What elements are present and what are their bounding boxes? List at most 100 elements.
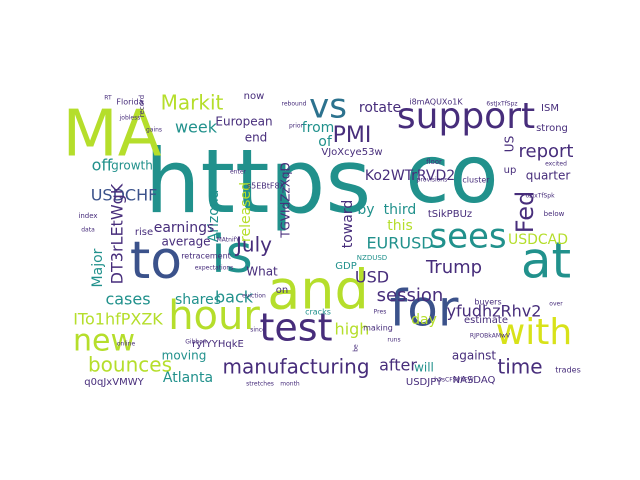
word-rise: rise [135,227,153,238]
word-florida: Florida [116,98,143,107]
word-vjoxcye53w: VJoXcye53w [321,147,382,158]
word-sees: sees [429,217,506,257]
word-vs: vs [309,87,347,127]
word-nzdusd: NZDUSD [357,254,387,262]
word-expectations: expectations [195,265,234,272]
word-dt3rletwgk: DT3rLEtWgK [108,183,127,284]
word-excited: excited [545,161,567,168]
word-usdcad: USDCAD [508,232,568,248]
word-usd: USD [355,268,389,287]
word-will: will [414,361,434,375]
word-cluster: cluster [462,176,490,185]
word-eurusd: EURUSD [366,234,433,253]
word-floor: floor [426,158,442,166]
word-test: test [260,306,333,350]
word-for: for [390,280,459,338]
word-this: this [387,218,413,234]
word-provisions: provisions [417,177,447,184]
word-runs: runs [387,337,400,344]
word-released: released [238,182,254,242]
word-now: now [244,91,265,102]
word-co: co [406,128,499,221]
word-estimate: estimate [464,315,508,326]
word-support: support [397,96,535,137]
word-ism: ISM [541,103,559,114]
word-retracement: retracement [181,252,231,261]
word-stretches: stretches [246,381,274,388]
word-pmi: PMI [333,123,372,148]
word-and: and [267,259,369,322]
word-day: day [411,312,437,328]
word-quarter: quarter [526,169,571,183]
word-ito1hfpxzk: ITo1hfPXZK [73,310,163,329]
word-ryfyyhqke: ryfYYHqkE [192,339,244,350]
word-index: index [78,212,97,220]
word-moving: moving [162,349,207,363]
word-report: report [519,141,574,162]
word-buyers: buyers [474,298,501,307]
word-enter: enter [230,169,247,176]
word-https: https [145,130,372,233]
word-record: record [138,95,146,117]
word-shares: shares [175,292,221,308]
word-back: back [215,288,254,307]
word-earnings: earnings [154,220,215,236]
word-week: week [175,118,218,137]
word-rotate: rotate [359,100,401,116]
word-what: What [246,265,278,279]
word-eviction: eviction [242,293,266,300]
word-third: third [384,202,417,218]
word-european: European [215,115,272,129]
word-average: average [161,235,210,249]
word-data: data [81,227,95,234]
word-growth: growth [111,159,153,173]
word-6stjxtfspz: 6stJxTfSpz [486,101,517,108]
word-jobless: jobless [119,115,141,122]
word-pres: Pres [374,309,387,316]
word-trump: Trump [425,257,482,278]
word-6zjxtfspk: 6zJxTfSpk [525,193,555,200]
word-off: off [92,156,114,175]
word-gdp: GDP [335,261,356,272]
word-on: on [276,285,288,296]
word-tsikpbuz: tSikPBUz [428,209,472,220]
word-atlanta: Atlanta [163,370,213,386]
word-major: Major [90,248,106,287]
word-ko2wtrrvd2: Ko2WTrRVD2 [365,168,455,184]
word-manufacturing: manufacturing [222,355,369,379]
word-by: by [357,202,374,218]
word-toward: toward [340,200,356,248]
word-gibbon: Gibbon [185,339,207,346]
word-against: against [452,349,497,363]
word-h5scfsvhfw: h5sCFSVhFW [434,377,473,384]
word-high: high [335,320,370,339]
word-ma: MA [63,98,162,172]
word-end: end [245,131,268,145]
word-after: after [379,356,417,375]
word-new: new [73,324,135,359]
word-matnify: MAtnifY [217,237,240,244]
word-session: session [377,285,444,306]
word-july: July [234,233,272,257]
word-rebound: rebound [282,101,307,108]
word-trades: trades [555,366,581,375]
word-arizona: Arizona [206,190,222,243]
word-over: over [549,301,563,308]
word-cracks: cracks [305,308,331,317]
word-usdjpy: USDJPY [406,377,443,388]
word-fed: Fed [511,191,539,234]
word-online: online [117,341,136,348]
word-q0qjxvmwy: q0qJxVMWY [84,377,144,388]
word-gains: gains [146,127,162,134]
word-cloud-words: https co MA and for to is at with hour test support… [63,87,581,389]
word-rjpobkamwv: RJPOBkAMwV [470,333,511,340]
word-with: with [496,312,572,353]
word-month: month [280,381,300,388]
word-us: US [503,136,517,152]
word-to: to [130,231,182,291]
word-cases: cases [105,290,150,309]
word-below: below [544,210,565,218]
word-since: since [250,327,266,334]
word-usdchf: USDCHF [91,186,158,205]
